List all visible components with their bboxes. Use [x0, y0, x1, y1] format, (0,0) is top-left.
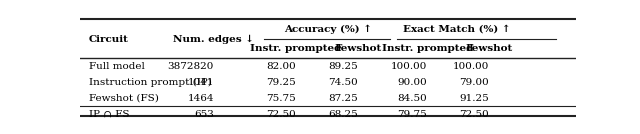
Text: 89.25: 89.25	[328, 62, 358, 71]
Text: Instr. prompted: Instr. prompted	[381, 44, 473, 53]
Text: 75.75: 75.75	[266, 94, 296, 103]
Text: Num. edges ↓: Num. edges ↓	[173, 34, 255, 44]
Text: 91.25: 91.25	[460, 94, 489, 103]
Text: Instr. prompted: Instr. prompted	[250, 44, 341, 53]
Text: 90.00: 90.00	[397, 78, 428, 87]
Text: 79.25: 79.25	[266, 78, 296, 87]
Text: Accuracy (%) ↑: Accuracy (%) ↑	[284, 25, 372, 34]
Text: Instruction prompt (IP): Instruction prompt (IP)	[89, 78, 212, 87]
Text: 68.25: 68.25	[328, 110, 358, 119]
Text: 100.00: 100.00	[391, 62, 428, 71]
Text: 100.00: 100.00	[453, 62, 489, 71]
Text: 3872820: 3872820	[168, 62, 214, 71]
Text: 79.75: 79.75	[397, 110, 428, 119]
Text: Full model: Full model	[89, 62, 145, 71]
Text: Exact Match (%) ↑: Exact Match (%) ↑	[403, 25, 511, 34]
Text: Fewshot (FS): Fewshot (FS)	[89, 94, 159, 103]
Text: 1464: 1464	[188, 94, 214, 103]
Text: 87.25: 87.25	[328, 94, 358, 103]
Text: 79.00: 79.00	[460, 78, 489, 87]
Text: 72.50: 72.50	[460, 110, 489, 119]
Text: 653: 653	[194, 110, 214, 119]
Text: Circuit: Circuit	[89, 35, 129, 44]
Text: 1041: 1041	[188, 78, 214, 87]
Text: 72.50: 72.50	[266, 110, 296, 119]
Text: 84.50: 84.50	[397, 94, 428, 103]
Text: 74.50: 74.50	[328, 78, 358, 87]
Text: Fewshot: Fewshot	[334, 44, 381, 53]
Text: IP ∩ FS: IP ∩ FS	[89, 110, 129, 119]
Text: 82.00: 82.00	[266, 62, 296, 71]
Text: Fewshot: Fewshot	[465, 44, 513, 53]
